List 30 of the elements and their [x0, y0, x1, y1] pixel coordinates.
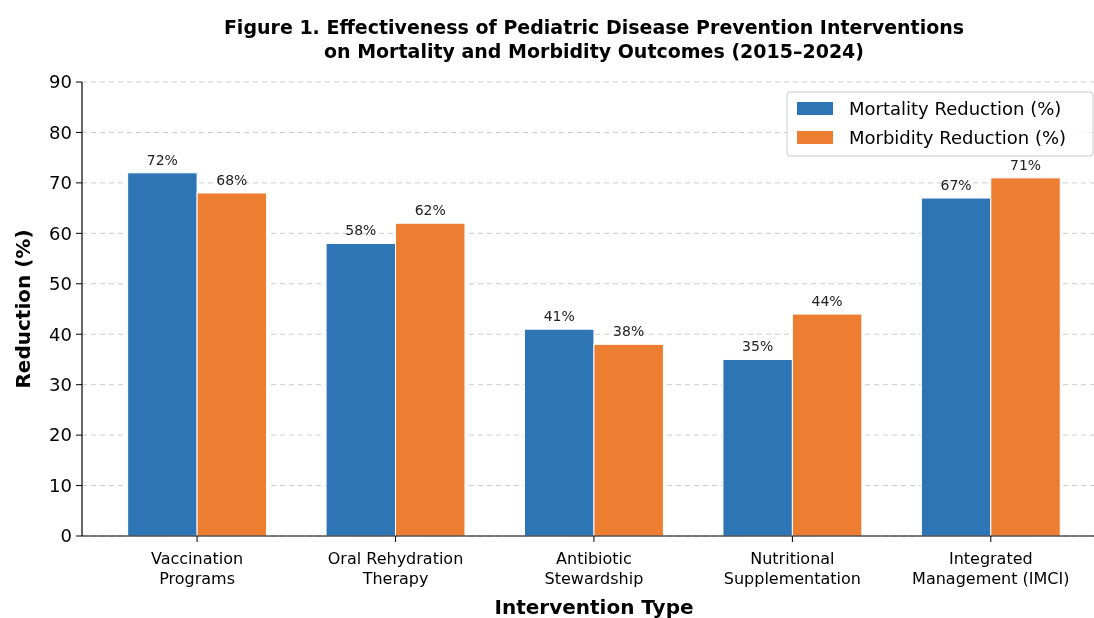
y-tick-label: 0 — [60, 525, 72, 547]
data-label: 71% — [1009, 156, 1042, 173]
x-tick-label: Nutritional Supplementation — [723, 549, 861, 588]
y-tick-label: 60 — [49, 222, 72, 244]
data-label: 72% — [146, 151, 178, 168]
data-label: 44% — [811, 293, 843, 310]
data-label: 67% — [940, 177, 972, 194]
y-tick-label: 10 — [49, 474, 72, 496]
y-tick-label: 70 — [49, 172, 72, 194]
y-tick-label: 20 — [49, 424, 72, 446]
y-tick-label: 30 — [49, 373, 72, 395]
y-tick-label: 90 — [49, 71, 72, 93]
chart-title: Figure 1. Effectiveness of Pediatric Disease Prevention Interventions on Mortality and Morbidity Outcomes (2015–2024) — [223, 16, 965, 62]
data-label: 62% — [414, 202, 446, 219]
x-tick-label: Vaccination Programs — [151, 549, 244, 588]
x-tick-label: Antibiotic Stewardship — [544, 549, 644, 588]
data-label: 35% — [742, 338, 774, 355]
data-label: 41% — [543, 308, 575, 325]
y-tick-label: 40 — [49, 323, 72, 345]
y-tick-label: 80 — [49, 121, 72, 143]
y-axis-title: Reduction (%) — [11, 229, 35, 389]
x-tick-label: Oral Rehydration Therapy — [327, 549, 464, 588]
legend-label: Mortality Reduction (%) — [849, 98, 1062, 120]
data-label: 38% — [613, 323, 645, 340]
y-tick-label: 50 — [49, 273, 72, 295]
x-axis-title: Intervention Type — [494, 595, 694, 618]
x-tick-label: Integrated Management (IMCI) — [912, 549, 1070, 588]
data-label: 68% — [216, 171, 248, 188]
data-label: 58% — [345, 222, 377, 239]
legend-label: Morbidity Reduction (%) — [849, 127, 1067, 149]
